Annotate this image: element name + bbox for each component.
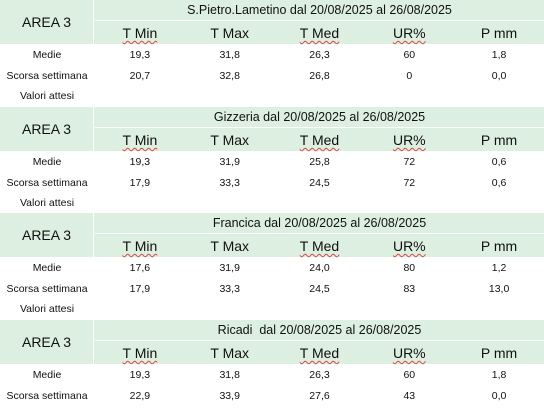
- value-t-med: 25,8: [309, 155, 330, 168]
- area-label: AREA 3: [0, 107, 94, 151]
- value-p-mm: 0,0: [491, 389, 507, 402]
- col-p-mm: P mm: [480, 238, 518, 254]
- value-t-min: 17,9: [129, 282, 151, 295]
- station-title: Gizzeria dal 20/08/2025 al 26/08/2025: [95, 107, 544, 128]
- value-t-max: 31,8: [219, 368, 240, 381]
- column-headers: T Min T Max T Med UR% P mm: [95, 235, 544, 257]
- row-label: Scorsa settimana: [6, 176, 88, 189]
- value-ur: 72: [403, 176, 416, 189]
- value-t-med: 26,3: [309, 48, 330, 61]
- col-t-med: T Med: [299, 238, 340, 254]
- value-t-med: 24,0: [309, 261, 330, 274]
- col-ur: UR%: [392, 25, 426, 41]
- value-t-med: 24,5: [309, 282, 330, 295]
- col-ur: UR%: [392, 238, 426, 254]
- col-ur: UR%: [392, 132, 426, 148]
- row-label: Medie: [32, 261, 62, 274]
- row-medie: Medie 19,3 31,8 26,3 60 1,8: [0, 364, 544, 385]
- station-table-4: AREA 3 Ricadi dal 20/08/2025 al 26/08/20…: [0, 320, 544, 409]
- row-scorsa-settimana: Scorsa settimana 17,9 33,3 24,5 72 0,6: [0, 172, 544, 193]
- row-label: Medie: [32, 368, 62, 381]
- col-t-med: T Med: [299, 345, 340, 361]
- col-t-med: T Med: [299, 132, 340, 148]
- column-headers: T Min T Max T Med UR% P mm: [95, 342, 544, 364]
- value-t-max: 31,9: [219, 261, 240, 274]
- row-medie: Medie 17,6 31,9 24,0 80 1,2: [0, 257, 544, 278]
- col-t-max: T Max: [210, 132, 250, 148]
- value-p-mm: 0,0: [491, 69, 507, 82]
- table-header: AREA 3 Francica dal 20/08/2025 al 26/08/…: [0, 213, 544, 257]
- column-headers: T Min T Max T Med UR% P mm: [95, 129, 544, 151]
- value-t-min: 17,9: [129, 176, 151, 189]
- valori-attesi-label: Valori attesi: [19, 90, 75, 102]
- valori-attesi-label: Valori attesi: [19, 197, 75, 209]
- row-label: Medie: [32, 48, 62, 61]
- row-label: Scorsa settimana: [6, 69, 88, 82]
- col-t-min: T Min: [122, 25, 158, 41]
- value-t-med: 26,8: [309, 69, 330, 82]
- station-title: S.Pietro.Lametino dal 20/08/2025 al 26/0…: [95, 0, 544, 21]
- col-t-max: T Max: [210, 25, 250, 41]
- col-t-min: T Min: [122, 238, 158, 254]
- col-t-max: T Max: [210, 345, 250, 361]
- row-scorsa-settimana: Scorsa settimana 22,9 33,9 27,6 43 0,0: [0, 385, 544, 406]
- value-t-max: 31,9: [219, 155, 240, 168]
- value-p-mm: 0,6: [491, 155, 507, 168]
- col-ur: UR%: [392, 345, 426, 361]
- col-p-mm: P mm: [480, 25, 518, 41]
- value-ur: 72: [403, 155, 416, 168]
- value-t-med: 24,5: [309, 176, 330, 189]
- value-t-med: 27,6: [309, 389, 330, 402]
- row-scorsa-settimana: Scorsa settimana 20,7 32,8 26,8 0 0,0: [0, 65, 544, 86]
- table-header: AREA 3 Ricadi dal 20/08/2025 al 26/08/20…: [0, 320, 544, 364]
- station-table-2: AREA 3 Gizzeria dal 20/08/2025 al 26/08/…: [0, 107, 544, 213]
- area-label: AREA 3: [0, 213, 94, 257]
- row-medie: Medie 19,3 31,9 25,8 72 0,6: [0, 151, 544, 172]
- table-header: AREA 3 Gizzeria dal 20/08/2025 al 26/08/…: [0, 107, 544, 151]
- value-t-min: 19,3: [129, 48, 151, 61]
- value-t-max: 33,3: [219, 176, 240, 189]
- value-ur: 0: [406, 69, 413, 82]
- value-t-min: 19,3: [129, 155, 151, 168]
- value-t-min: 19,3: [129, 368, 151, 381]
- station-table-3: AREA 3 Francica dal 20/08/2025 al 26/08/…: [0, 213, 544, 319]
- column-headers: T Min T Max T Med UR% P mm: [95, 22, 544, 44]
- value-t-max: 32,8: [219, 69, 240, 82]
- value-ur: 83: [403, 282, 416, 295]
- station-title: Ricadi dal 20/08/2025 al 26/08/2025: [95, 320, 544, 341]
- value-t-min: 22,9: [129, 389, 151, 402]
- value-p-mm: 1,2: [491, 261, 507, 274]
- value-p-mm: 1,8: [491, 48, 507, 61]
- row-label: Scorsa settimana: [6, 282, 88, 295]
- value-t-med: 26,3: [309, 368, 330, 381]
- col-t-max: T Max: [210, 238, 250, 254]
- value-ur: 60: [403, 48, 416, 61]
- value-t-min: 20,7: [129, 69, 151, 82]
- station-table-1: AREA 3 S.Pietro.Lametino dal 20/08/2025 …: [0, 0, 544, 106]
- col-t-med: T Med: [299, 25, 340, 41]
- col-p-mm: P mm: [480, 345, 518, 361]
- value-ur: 43: [403, 389, 416, 402]
- area-label: AREA 3: [0, 0, 94, 44]
- value-t-max: 31,8: [219, 48, 240, 61]
- value-p-mm: 13,0: [488, 282, 510, 295]
- value-t-max: 33,9: [219, 389, 240, 402]
- area-label: AREA 3: [0, 320, 94, 364]
- valori-attesi-label: Valori attesi: [19, 303, 75, 315]
- col-t-min: T Min: [122, 345, 158, 361]
- row-medie: Medie 19,3 31,8 26,3 60 1,8: [0, 44, 544, 65]
- col-t-min: T Min: [122, 132, 158, 148]
- row-label: Medie: [32, 155, 62, 168]
- value-ur: 60: [403, 368, 416, 381]
- col-p-mm: P mm: [480, 132, 518, 148]
- value-p-mm: 1,8: [491, 368, 507, 381]
- table-header: AREA 3 S.Pietro.Lametino dal 20/08/2025 …: [0, 0, 544, 44]
- row-scorsa-settimana: Scorsa settimana 17,9 33,3 24,5 83 13,0: [0, 278, 544, 299]
- row-label: Scorsa settimana: [6, 389, 88, 402]
- value-t-max: 33,3: [219, 282, 240, 295]
- value-ur: 80: [403, 261, 416, 274]
- value-t-min: 17,6: [129, 261, 151, 274]
- station-title: Francica dal 20/08/2025 al 26/08/2025: [95, 213, 544, 234]
- value-p-mm: 0,6: [491, 176, 507, 189]
